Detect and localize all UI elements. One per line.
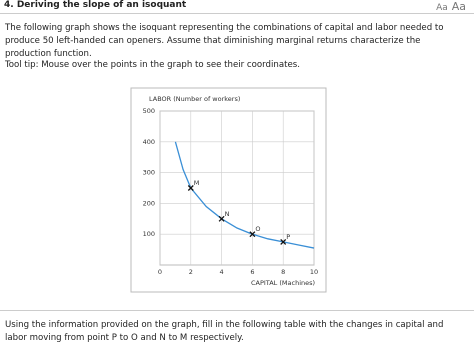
divider [0, 13, 474, 14]
point-label: P [286, 233, 290, 241]
x-tick-label: 4 [220, 268, 224, 276]
point-label: N [225, 210, 230, 218]
y-tick-label: 200 [143, 199, 155, 207]
point-marker[interactable] [249, 231, 256, 238]
section-title: 4. Deriving the slope of an isoquant [4, 0, 187, 10]
y-tick-label: 100 [143, 230, 155, 238]
x-tick-label: 6 [250, 268, 254, 276]
point-label: O [255, 225, 260, 233]
font-small-button[interactable]: Aa [436, 3, 448, 13]
x-tick-label: 0 [158, 268, 162, 276]
x-tick-label: 10 [310, 268, 318, 276]
y-tick-label: 300 [143, 169, 155, 177]
x-tick-label: 8 [281, 268, 285, 276]
font-large-button[interactable]: Aa [451, 0, 466, 13]
divider [0, 310, 474, 311]
x-axis-label: CAPITAL (Machines) [251, 279, 315, 287]
point-marker[interactable] [187, 185, 194, 191]
point-label: M [194, 179, 200, 187]
chart-frame [130, 87, 327, 293]
intro-text: The following graph shows the isoquant r… [5, 23, 444, 59]
point-marker[interactable] [280, 238, 287, 245]
point-marker[interactable] [218, 215, 225, 222]
x-tick-label: 2 [189, 268, 193, 276]
isoquant-curve [174, 141, 315, 249]
tooltip-text: Tool tip: Mouse over the points in the g… [5, 60, 300, 70]
font-controls: Aa Aa [432, 0, 466, 13]
y-tick-label: 400 [143, 138, 155, 146]
y-tick-label: 500 [143, 107, 155, 115]
y-axis-label: LABOR (Number of workers) [149, 95, 240, 103]
question-text: Using the information provided on the gr… [5, 320, 444, 343]
